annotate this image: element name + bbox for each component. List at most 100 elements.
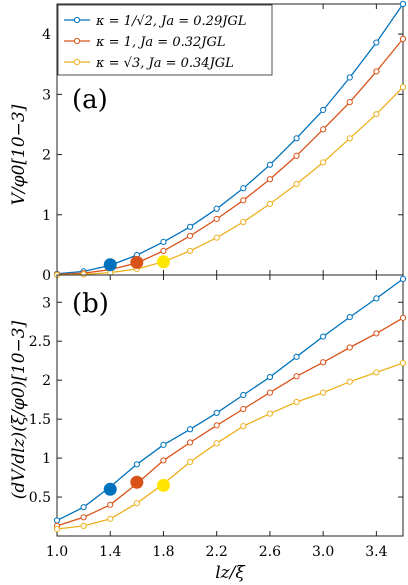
panel-a-data-point xyxy=(293,135,300,142)
panel-b-y-tick-label: 2 xyxy=(42,373,51,389)
panel-b-highlight-marker-2 xyxy=(130,475,144,489)
panel-a-data-point xyxy=(346,99,353,106)
panel-a-data-point xyxy=(266,161,274,168)
panel-b-data-point xyxy=(80,504,87,511)
legend: κ = 1/√2, Ja = 0.29JGL κ = 1, Ja = 0.32JG… xyxy=(57,4,273,76)
panel-b-data-point xyxy=(160,441,167,448)
panel-b-data-point xyxy=(240,423,247,430)
panel-b-y-tick-label: 1.5 xyxy=(29,412,51,428)
panel-b-markers xyxy=(103,475,170,496)
panel-b-data-point xyxy=(293,373,300,380)
panel-b-x-ticks: 1.0 1.4 1.8 2.2 2.6 3.0 3.4 xyxy=(46,275,388,560)
panel-b-data-point xyxy=(399,359,407,367)
panel-b-data-point xyxy=(346,313,353,321)
panel-a-data-point xyxy=(320,159,327,166)
panel-b-x-tick-label: 1.0 xyxy=(46,544,68,560)
panel-a-series-line-3 xyxy=(56,86,404,276)
panel-a-data-point xyxy=(186,232,194,239)
panel-a-y-tick-label: 1 xyxy=(42,208,51,224)
legend-items: κ = 1/√2, Ja = 0.29JGL κ = 1, Ja = 0.32JG… xyxy=(64,14,246,71)
panel-a-data-point xyxy=(240,185,247,192)
panel-b-data-point xyxy=(346,378,353,385)
panel-b-data-point xyxy=(240,391,247,399)
panel-b-data-point xyxy=(186,426,194,433)
panel-b-data-point xyxy=(133,500,140,507)
panel-a-data-point xyxy=(373,39,380,46)
panel-b-data-point xyxy=(293,398,300,406)
panel-b-data-point xyxy=(266,389,274,396)
panel-b-data-point xyxy=(240,405,247,413)
panel-b-x-tick-label: 1.8 xyxy=(152,544,174,560)
panel-b-x-tick-label: 3.4 xyxy=(365,544,387,560)
panel-a-data-point xyxy=(293,180,300,188)
legend-swatch-point xyxy=(73,16,81,24)
panel-a-y-tick-label: 2 xyxy=(42,148,51,164)
panel-a-data-point xyxy=(240,197,247,204)
panel-a-data-point xyxy=(399,84,407,91)
panel-a-data-point xyxy=(80,271,87,278)
panel-b-data-point xyxy=(160,457,167,464)
panel-a: 0 1 2 3 4 (a) V/φ0[10−3] κ = 1/√2, Ja = 0.29… xyxy=(9,0,407,284)
panel-a-y-tick-label: 4 xyxy=(42,27,51,43)
panel-a-data-point xyxy=(346,135,353,142)
panel-a-data-point xyxy=(320,126,327,133)
panel-a-data-point xyxy=(266,176,274,183)
panel-b-frame xyxy=(56,274,404,537)
panel-b-data-point xyxy=(186,458,194,466)
panel-a-data-point xyxy=(293,152,300,159)
panel-b-data-point xyxy=(107,515,114,522)
legend-entry-label: κ = 1, Ja = 0.32JGL xyxy=(95,35,226,50)
panel-b-series-line-1 xyxy=(56,278,404,521)
panel-b-y-ticks: 0.5 1 1.5 2 2.5 3 xyxy=(29,295,403,506)
panel-a-data-point xyxy=(213,205,220,212)
panel-b-y-tick-label: 2.5 xyxy=(29,334,51,350)
panel-b-series-line-2 xyxy=(56,317,404,527)
panel-a-highlight-marker-3 xyxy=(156,255,170,269)
panel-b-y-label: (dV/dlz)(ξ/φ0)[10−3] xyxy=(9,320,29,499)
panel-b-data-point xyxy=(107,501,114,508)
panel-b-data-point xyxy=(213,440,220,447)
panel-b-x-tick-label: 1.4 xyxy=(99,544,121,560)
panel-a-data-point xyxy=(160,247,167,255)
panel-a-data-point xyxy=(320,106,327,114)
panel-b-y-tick-label: 3 xyxy=(42,295,51,311)
panel-b-data-point xyxy=(53,517,61,524)
panel-a-data-point xyxy=(186,247,194,255)
panel-a-markers xyxy=(103,255,170,272)
panel-b-data-point xyxy=(399,314,407,321)
panel-a-data-point xyxy=(399,35,407,43)
panel-a-y-tick-label: 3 xyxy=(42,87,51,103)
panel-b: 0.5 1 1.5 2 2.5 3 1.0 1.4 1.8 2.2 2.6 3.0 3.4 (b) (… xyxy=(9,274,407,583)
panel-b-data-point xyxy=(133,461,140,468)
panel-a-data-point xyxy=(399,0,407,8)
panel-b-data-point xyxy=(213,422,220,429)
panel-a-data-point xyxy=(160,238,167,245)
panel-b-data-point xyxy=(373,330,380,337)
panel-a-data-point xyxy=(213,234,220,241)
legend-swatch-point xyxy=(73,58,81,66)
legend-entry-label: κ = √3, Ja = 0.34JGL xyxy=(95,56,234,71)
panel-b-data-point xyxy=(186,439,194,446)
panel-b-x-tick-label: 2.6 xyxy=(259,544,281,560)
panel-b-x-tick-label: 2.2 xyxy=(206,544,228,560)
panel-a-data-point xyxy=(373,68,380,75)
panel-a-highlight-marker-2 xyxy=(130,255,144,269)
panel-a-data-point xyxy=(266,200,274,208)
panel-a-highlight-marker-1 xyxy=(103,258,117,272)
panel-b-x-tick-label: 3.0 xyxy=(312,544,334,560)
legend-swatch-point xyxy=(73,37,81,45)
panel-b-data-point xyxy=(80,522,87,529)
panel-b-data-point xyxy=(373,295,380,302)
panel-b-y-tick-label: 0.5 xyxy=(29,490,51,506)
panel-b-data-point xyxy=(80,514,87,521)
panel-a-y-tick-label: 0 xyxy=(42,268,51,284)
panel-b-highlight-marker-3 xyxy=(156,478,170,492)
panel-b-highlight-marker-1 xyxy=(103,482,117,496)
panel-b-series-line-3 xyxy=(56,362,404,530)
panel-a-y-label: V/φ0[10−3] xyxy=(9,104,29,205)
panel-a-data-point xyxy=(240,218,247,226)
panel-b-data-point xyxy=(213,409,220,417)
panel-a-label: (a) xyxy=(72,85,108,115)
panel-a-data-point xyxy=(213,215,220,223)
panel-b-data-point xyxy=(320,359,327,366)
